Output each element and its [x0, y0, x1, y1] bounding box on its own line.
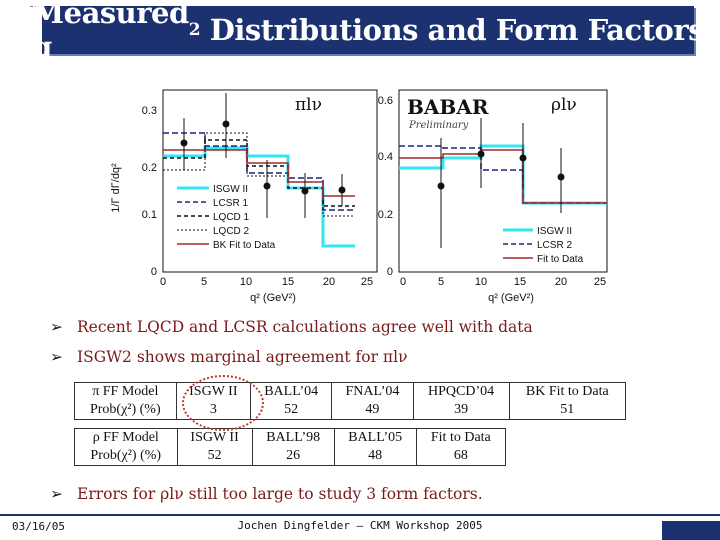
table-cell: ISGW II — [177, 428, 253, 447]
right-ytick-3: 0.6 — [378, 95, 393, 107]
bullet-2-text: ISGW2 shows marginal agreement for πlν — [77, 348, 408, 366]
bullet-1: ➢ Recent LQCD and LCSR calculations agree… — [50, 318, 533, 336]
table-row: Prob(χ²) (%) 3 52 49 39 51 — [74, 401, 626, 420]
right-xtick-4: 20 — [555, 276, 567, 288]
table-cell: BALL’98 — [252, 428, 335, 447]
bullet-2: ➢ ISGW2 shows marginal agreement for πlν — [50, 348, 408, 366]
left-ytick-1: 0.1 — [142, 209, 157, 221]
left-bk-fit-curve — [163, 149, 355, 197]
right-xtick-2: 10 — [475, 276, 487, 288]
arrow-bullet-icon: ➢ — [50, 485, 63, 503]
q2-distribution-plots: 0 0.1 0.2 0.3 1/Γ dΓ/dq² 0 5 10 15 20 25… — [110, 89, 608, 304]
right-lcsr2-curve — [399, 145, 607, 204]
table-cell: BALL’04 — [250, 382, 333, 401]
table-cell: BK Fit to Data — [525, 384, 609, 399]
left-ytick-3: 0.3 — [142, 105, 157, 117]
title-part-1: Measured q — [32, 0, 189, 64]
left-legend-1: LCSR 1 — [213, 198, 248, 209]
title-part-2: Distributions and Form Factors — [200, 13, 705, 47]
arrow-bullet-icon: ➢ — [50, 348, 63, 366]
right-plot-frame — [398, 89, 608, 273]
rho-ff-table: ρ FF Model ISGW II BALL’98 BALL’05 Fit t… — [74, 428, 506, 466]
bullet-3-text: Errors for ρlν still too large to study … — [77, 485, 483, 503]
table-cell: Prob(χ²) (%) — [74, 447, 178, 466]
left-ytick-0: 0 — [151, 266, 157, 278]
left-xtick-1: 5 — [201, 276, 207, 288]
table-cell: FNAL’04 — [331, 382, 414, 401]
left-xtick-2: 10 — [240, 276, 252, 288]
table-row: ρ FF Model ISGW II BALL’98 BALL’05 Fit t… — [74, 428, 506, 447]
table-cell: Prob(χ²) (%) — [74, 401, 177, 420]
left-xtick-3: 15 — [282, 276, 294, 288]
left-ytick-2: 0.2 — [142, 162, 157, 174]
table-cell: 49 — [331, 401, 414, 420]
left-xtick-4: 20 — [323, 276, 335, 288]
right-legend-0: ISGW II — [537, 226, 572, 237]
footer-divider — [0, 514, 720, 516]
left-xlabel: q² (GeV²) — [250, 292, 296, 304]
table-row: Prob(χ²) (%) 52 26 48 68 — [74, 447, 506, 466]
title-superscript: 2 — [188, 20, 201, 40]
left-legend-0: ISGW II — [213, 184, 248, 195]
table-cell: 39 — [413, 401, 510, 420]
right-xtick-3: 15 — [514, 276, 526, 288]
left-lqcd2-curve — [163, 132, 355, 217]
right-plot-label: ρlν — [551, 95, 577, 115]
left-plot-label: πlν — [295, 95, 322, 115]
table-cell: ρ FF Model — [74, 428, 178, 447]
right-legend-2: Fit to Data — [537, 254, 584, 265]
table-cell: 68 — [453, 448, 468, 463]
babar-logo: BABAR — [407, 95, 489, 119]
right-xlabel: q² (GeV²) — [488, 292, 534, 304]
bullet-3: ➢ Errors for ρlν still too large to study… — [50, 485, 483, 503]
right-legend-1: LCSR 2 — [537, 240, 572, 251]
right-xtick-5: 25 — [594, 276, 606, 288]
left-legend-4: BK Fit to Data — [213, 240, 276, 251]
preliminary-label: Preliminary — [408, 120, 469, 131]
table-cell: 52 — [250, 401, 333, 420]
table-cell: 26 — [252, 447, 335, 466]
left-legend-3: LQCD 2 — [213, 226, 250, 237]
right-xtick-0: 0 — [400, 276, 406, 288]
right-ytick-2: 0.4 — [378, 151, 393, 163]
footer-accent-box — [662, 521, 720, 540]
right-ytick-1: 0.2 — [378, 209, 393, 221]
right-ytick-0: 0 — [387, 266, 393, 278]
left-lcsr1-curve — [163, 132, 355, 211]
table-cell: HPQCD’04 — [413, 382, 510, 401]
table-cell: 52 — [177, 447, 253, 466]
highlight-circle — [182, 375, 264, 431]
left-xtick-5: 25 — [361, 276, 373, 288]
right-isgw2-curve — [399, 144, 607, 205]
table-row: π FF Model ISGW II BALL’04 FNAL’04 HPQCD… — [74, 382, 626, 401]
table-cell: 48 — [334, 447, 417, 466]
right-xtick-1: 5 — [438, 276, 444, 288]
arrow-bullet-icon: ➢ — [50, 318, 63, 336]
footer-date: 03/16/05 — [12, 520, 65, 533]
footer-author: Jochen Dingfelder – CKM Workshop 2005 — [237, 519, 483, 532]
left-xtick-0: 0 — [160, 276, 166, 288]
left-plot-frame — [162, 89, 378, 273]
table-cell: Fit to Data — [430, 430, 491, 445]
right-fit-curve — [399, 149, 607, 204]
table-cell: BALL’05 — [334, 428, 417, 447]
table-cell: π FF Model — [74, 382, 177, 401]
pi-ff-table: π FF Model ISGW II BALL’04 FNAL’04 HPQCD… — [74, 382, 626, 420]
left-legend-2: LQCD 1 — [213, 212, 250, 223]
table-cell: 51 — [560, 402, 575, 417]
bullet-1-text: Recent LQCD and LCSR calculations agree … — [77, 318, 533, 336]
left-ylabel: 1/Γ dΓ/dq² — [110, 163, 122, 213]
